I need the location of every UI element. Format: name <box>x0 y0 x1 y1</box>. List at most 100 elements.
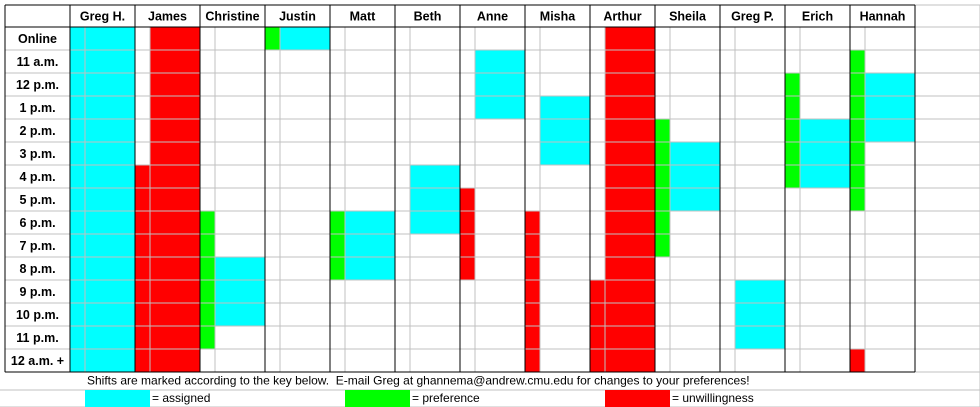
shift-cell <box>604 49 656 74</box>
strip-cell <box>394 141 411 166</box>
shift-cell <box>864 187 916 212</box>
shift-cell <box>799 256 851 281</box>
strip-cell <box>589 348 606 373</box>
shift-cell <box>539 325 591 350</box>
strip-cell <box>134 118 151 143</box>
strip-cell <box>329 164 346 189</box>
strip-cell <box>264 26 281 51</box>
strip-cell <box>849 118 866 143</box>
shift-cell <box>669 325 721 350</box>
column-header: Greg H. <box>80 9 125 23</box>
strip-cell <box>264 325 281 350</box>
shift-cell <box>539 72 591 97</box>
strip-cell <box>459 26 476 51</box>
strip-cell <box>719 187 736 212</box>
strip-cell <box>849 279 866 304</box>
shift-cell <box>734 187 786 212</box>
strip-cell <box>394 325 411 350</box>
shift-cell <box>344 348 396 373</box>
strip-cell <box>589 95 606 120</box>
shift-cell <box>669 72 721 97</box>
strip-cell <box>524 233 541 258</box>
strip-cell <box>589 26 606 51</box>
shift-cell <box>474 256 526 281</box>
empty-cell <box>914 187 980 212</box>
strip-cell <box>719 279 736 304</box>
strip-cell <box>719 164 736 189</box>
shift-cell <box>604 256 656 281</box>
shift-cell <box>669 256 721 281</box>
empty-cell <box>914 348 980 373</box>
shift-cell <box>344 187 396 212</box>
strip-cell <box>459 72 476 97</box>
shift-cell <box>864 302 916 327</box>
strip-cell <box>199 210 216 235</box>
shift-cell <box>149 348 201 373</box>
shift-cell <box>279 118 331 143</box>
shift-cell <box>604 72 656 97</box>
strip-cell <box>264 118 281 143</box>
key-swatch <box>85 390 150 407</box>
key-swatch <box>345 390 410 407</box>
strip-cell <box>849 256 866 281</box>
shift-cell <box>604 187 656 212</box>
empty-cell <box>914 4 980 28</box>
strip-cell <box>199 302 216 327</box>
row-label: 8 p.m. <box>19 262 55 276</box>
strip-cell <box>849 302 866 327</box>
shift-cell <box>149 95 201 120</box>
strip-cell <box>459 49 476 74</box>
shift-cell <box>539 187 591 212</box>
strip-cell <box>134 210 151 235</box>
shift-cell <box>409 279 461 304</box>
shift-cell <box>799 302 851 327</box>
shift-cell <box>474 95 526 120</box>
shift-cell <box>799 141 851 166</box>
shift-cell <box>539 302 591 327</box>
column-header: Hannah <box>860 9 906 23</box>
strip-cell <box>69 279 86 304</box>
shift-cell <box>214 302 266 327</box>
strip-cell <box>589 325 606 350</box>
shift-cell <box>149 325 201 350</box>
strip-cell <box>394 210 411 235</box>
strip-cell <box>199 256 216 281</box>
strip-cell <box>849 72 866 97</box>
strip-cell <box>524 164 541 189</box>
strip-cell <box>69 302 86 327</box>
shift-cell <box>734 233 786 258</box>
strip-cell <box>459 325 476 350</box>
strip-cell <box>329 26 346 51</box>
shift-cell <box>409 164 461 189</box>
shift-cell <box>864 95 916 120</box>
row-label: 3 p.m. <box>19 147 55 161</box>
strip-cell <box>784 348 801 373</box>
shift-cell <box>864 164 916 189</box>
shift-cell <box>669 233 721 258</box>
shift-cell <box>409 141 461 166</box>
strip-cell <box>719 141 736 166</box>
strip-cell <box>394 164 411 189</box>
column-header: Beth <box>414 9 442 23</box>
strip-cell <box>524 279 541 304</box>
strip-cell <box>849 26 866 51</box>
row-label: 11 p.m. <box>16 331 58 345</box>
shift-cell <box>669 26 721 51</box>
shift-cell <box>864 210 916 235</box>
shift-cell <box>279 26 331 51</box>
shift-cell <box>864 348 916 373</box>
shift-cell <box>344 141 396 166</box>
strip-cell <box>69 26 86 51</box>
strip-cell <box>134 49 151 74</box>
shift-cell <box>214 233 266 258</box>
strip-cell <box>524 256 541 281</box>
empty-cell <box>914 95 980 120</box>
column-header: Arthur <box>603 9 641 23</box>
shift-cell <box>734 348 786 373</box>
column-header: Erich <box>802 9 833 23</box>
shift-cell <box>409 118 461 143</box>
shift-cell <box>279 164 331 189</box>
shift-cell <box>604 233 656 258</box>
strip-cell <box>459 256 476 281</box>
strip-cell <box>849 187 866 212</box>
